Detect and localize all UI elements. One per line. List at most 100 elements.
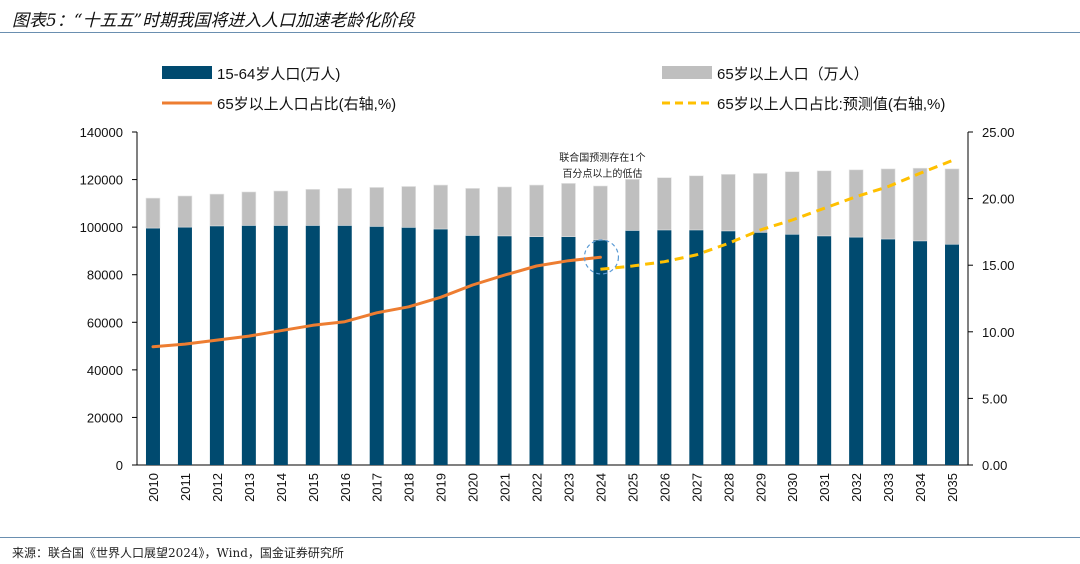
left-tick-label: 40000 xyxy=(87,363,123,378)
right-tick-label: 25.00 xyxy=(982,125,1015,140)
bar-15-64 xyxy=(657,229,672,465)
right-tick-label: 0.00 xyxy=(982,458,1007,473)
bar-15-64 xyxy=(561,236,576,465)
bar-65-plus xyxy=(529,184,544,237)
left-tick-label: 20000 xyxy=(87,410,123,425)
bar-15-64 xyxy=(593,239,608,465)
left-tick-label: 80000 xyxy=(87,268,123,283)
x-tick-label: 2025 xyxy=(625,473,640,502)
left-tick-label: 60000 xyxy=(87,315,123,330)
annotation-text: 百分点以上的低估 xyxy=(562,167,642,180)
bar-65-plus xyxy=(401,186,416,228)
x-tick-label: 2017 xyxy=(370,473,385,502)
bar-65-plus xyxy=(593,185,608,241)
left-tick-label: 0 xyxy=(116,458,123,473)
source-note: 来源：联合国《世界人口展望2024》，Wind，国金证券研究所 xyxy=(12,546,344,560)
annotation-circle xyxy=(583,239,620,275)
bar-65-plus xyxy=(912,167,928,242)
bar-65-plus xyxy=(433,184,448,230)
bar-15-64 xyxy=(209,225,224,465)
legend-swatch xyxy=(662,66,712,79)
annotation-text: 联合国预测存在1个 xyxy=(559,151,645,164)
x-tick-label: 2027 xyxy=(689,473,704,502)
bar-15-64 xyxy=(849,237,864,465)
bar-15-64 xyxy=(881,239,896,465)
title-divider xyxy=(0,32,1080,33)
bar-15-64 xyxy=(753,232,768,465)
bar-15-64 xyxy=(913,240,928,465)
bar-65-plus xyxy=(337,188,353,226)
x-tick-label: 2016 xyxy=(338,473,353,502)
bar-65-plus xyxy=(880,168,896,240)
bar-65-plus xyxy=(305,189,321,226)
bar-65-plus xyxy=(816,170,832,237)
figure-title: 图表5：“十五五”时期我国将进入人口加速老龄化阶段 xyxy=(12,11,415,31)
bar-65-plus xyxy=(657,177,672,231)
x-tick-label: 2011 xyxy=(178,473,193,501)
right-tick-label: 20.00 xyxy=(982,192,1015,207)
bar-65-plus xyxy=(209,193,225,227)
right-tick-label: 15.00 xyxy=(982,258,1015,273)
bar-65-plus xyxy=(625,179,640,231)
bar-15-64 xyxy=(721,230,736,465)
x-tick-label: 2013 xyxy=(242,473,257,502)
bar-15-64 xyxy=(337,225,352,465)
bar-15-64 xyxy=(369,226,384,465)
left-tick-label: 140000 xyxy=(80,125,123,140)
left-tick-label: 100000 xyxy=(80,220,123,235)
bar-65-plus xyxy=(561,183,576,237)
bar-65-plus xyxy=(273,190,289,226)
left-tick-label: 120000 xyxy=(80,173,123,188)
legend-swatch xyxy=(162,66,212,79)
x-tick-label: 2018 xyxy=(402,473,417,502)
bar-65-plus xyxy=(689,175,704,231)
x-tick-label: 2010 xyxy=(146,473,161,502)
bar-15-64 xyxy=(785,234,800,465)
right-tick-label: 10.00 xyxy=(982,325,1015,340)
bar-15-64 xyxy=(817,235,832,465)
bar-15-64 xyxy=(529,236,544,465)
legend-label: 65岁以上人口占比(右轴,%) xyxy=(217,96,396,113)
x-tick-label: 2032 xyxy=(849,473,864,502)
bar-15-64 xyxy=(689,229,704,465)
bar-15-64 xyxy=(465,235,480,465)
bar-15-64 xyxy=(625,230,640,465)
x-tick-label: 2020 xyxy=(466,473,481,502)
bar-65-plus xyxy=(944,168,960,245)
x-tick-label: 2030 xyxy=(785,473,800,502)
bar-65-plus xyxy=(241,191,257,226)
legend-label: 15-64岁人口(万人) xyxy=(217,66,340,83)
bar-15-64 xyxy=(241,225,256,465)
bar-65-plus xyxy=(720,174,736,232)
x-tick-label: 2035 xyxy=(945,473,960,502)
legend-label: 65岁以上人口占比:预测值(右轴,%) xyxy=(717,96,945,113)
x-tick-label: 2015 xyxy=(306,473,321,502)
bar-65-plus xyxy=(177,195,193,228)
bar-65-plus xyxy=(752,173,768,233)
bar-65-plus xyxy=(497,186,512,237)
x-tick-label: 2012 xyxy=(210,473,225,502)
bar-65-plus xyxy=(465,188,480,236)
x-tick-label: 2022 xyxy=(530,473,545,502)
source-divider xyxy=(0,537,1080,538)
x-tick-label: 2014 xyxy=(274,473,289,502)
bar-15-64 xyxy=(433,229,448,465)
x-tick-label: 2026 xyxy=(657,473,672,502)
bar-15-64 xyxy=(497,235,512,465)
x-tick-label: 2034 xyxy=(913,473,928,502)
bar-65-plus xyxy=(145,197,161,229)
x-tick-label: 2031 xyxy=(817,473,832,502)
bar-65-plus xyxy=(784,171,800,235)
bar-15-64 xyxy=(945,244,960,465)
legend-label: 65岁以上人口（万人） xyxy=(717,66,869,83)
bar-15-64 xyxy=(273,225,288,465)
bar-15-64 xyxy=(401,227,416,465)
x-tick-label: 2024 xyxy=(593,473,608,502)
x-tick-label: 2019 xyxy=(434,473,449,502)
x-tick-label: 2029 xyxy=(753,473,768,502)
x-tick-label: 2023 xyxy=(561,473,576,502)
bar-65-plus xyxy=(369,187,385,227)
line-65-plus-share-forecast xyxy=(600,159,953,271)
bar-15-64 xyxy=(177,227,192,465)
bar-15-64 xyxy=(305,225,320,465)
